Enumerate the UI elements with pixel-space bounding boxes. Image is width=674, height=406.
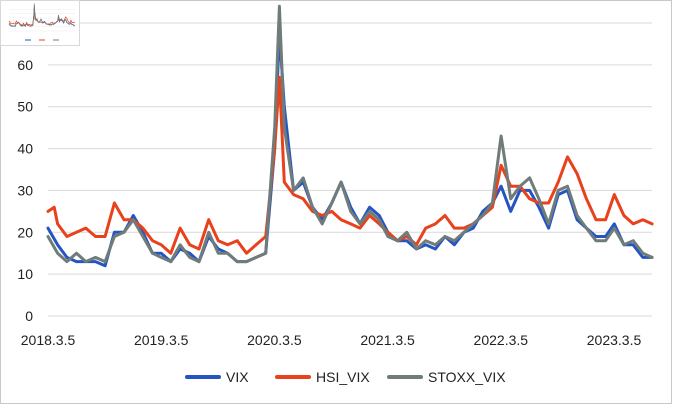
- thumbnail-plot: [8, 3, 76, 41]
- series-line-hsi-vix: [46, 75, 654, 255]
- x-tick-label: 2020.3.5: [247, 332, 302, 348]
- legend-label-vix: VIX: [226, 369, 249, 385]
- legend: VIX HSI_VIX STOXX_VIX: [185, 369, 506, 385]
- thumbnail-series-line: [8, 9, 76, 26]
- y-tick-label: 50: [17, 99, 33, 115]
- series-line-stoxx-vix: [46, 4, 654, 264]
- y-tick-label: 20: [17, 224, 33, 240]
- x-tick-label: 2022.3.5: [474, 332, 529, 348]
- chart-thumbnail: [0, 0, 80, 46]
- y-tick-label: 30: [17, 182, 33, 198]
- y-tick-label: 40: [17, 141, 33, 157]
- legend-label-hsi-vix: HSI_VIX: [316, 369, 370, 385]
- x-axis-ticks: 2018.3.5 2019.3.5 2020.3.5 2021.3.5 2022.3.5…: [21, 332, 642, 348]
- series-lines: [46, 4, 654, 268]
- x-tick-label: 2021.3.5: [360, 332, 415, 348]
- y-tick-label: 60: [17, 57, 33, 73]
- x-tick-label: 2023.3.5: [587, 332, 642, 348]
- x-tick-label: 2019.3.5: [134, 332, 189, 348]
- y-tick-label: 10: [17, 266, 33, 282]
- y-tick-label: 0: [25, 308, 33, 324]
- legend-label-stoxx-vix: STOXX_VIX: [428, 369, 506, 385]
- x-tick-label: 2018.3.5: [21, 332, 76, 348]
- gridlines: [48, 22, 652, 317]
- y-axis-ticks: 010203040506070: [17, 15, 33, 324]
- thumbnail-series-line: [8, 3, 76, 27]
